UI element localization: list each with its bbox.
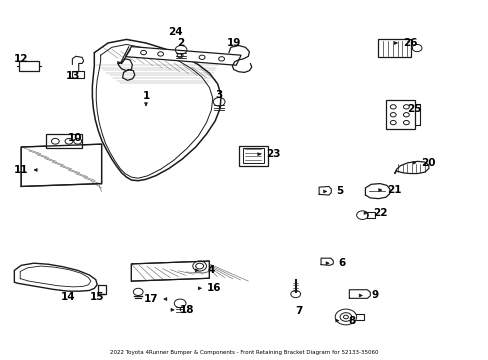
Text: 21: 21 <box>386 185 401 195</box>
Bar <box>19 61 39 71</box>
Text: 15: 15 <box>90 292 104 302</box>
Text: 19: 19 <box>226 38 241 48</box>
Text: 17: 17 <box>143 294 158 304</box>
Bar <box>242 148 264 163</box>
Text: 25: 25 <box>406 104 421 114</box>
Text: 5: 5 <box>335 186 343 197</box>
Text: 2022 Toyota 4Runner Bumper & Components - Front Retaining Bracket Diagram for 52: 2022 Toyota 4Runner Bumper & Components … <box>110 350 378 355</box>
Text: 9: 9 <box>371 291 378 301</box>
Text: 4: 4 <box>207 265 215 275</box>
Bar <box>377 40 410 57</box>
Text: 20: 20 <box>421 158 435 168</box>
Text: 12: 12 <box>14 54 28 64</box>
Text: 16: 16 <box>206 283 221 293</box>
Text: 24: 24 <box>167 27 182 37</box>
Text: 14: 14 <box>61 292 75 302</box>
Text: 23: 23 <box>266 149 281 159</box>
Text: 22: 22 <box>372 208 386 218</box>
Polygon shape <box>394 161 428 174</box>
Text: 13: 13 <box>65 71 80 81</box>
Text: 10: 10 <box>67 133 82 143</box>
Text: 11: 11 <box>14 165 28 175</box>
Bar <box>46 134 82 148</box>
Polygon shape <box>125 46 241 65</box>
Polygon shape <box>21 144 102 186</box>
Bar <box>386 100 414 129</box>
Text: 18: 18 <box>180 305 194 315</box>
Text: 3: 3 <box>215 90 223 100</box>
Text: 8: 8 <box>347 316 355 325</box>
Polygon shape <box>14 263 97 291</box>
Text: 1: 1 <box>142 91 149 101</box>
Text: 7: 7 <box>295 306 302 316</box>
Text: 26: 26 <box>402 38 417 48</box>
Polygon shape <box>131 261 209 281</box>
Text: 6: 6 <box>338 258 345 268</box>
Text: 2: 2 <box>177 38 184 48</box>
Bar <box>238 146 267 166</box>
